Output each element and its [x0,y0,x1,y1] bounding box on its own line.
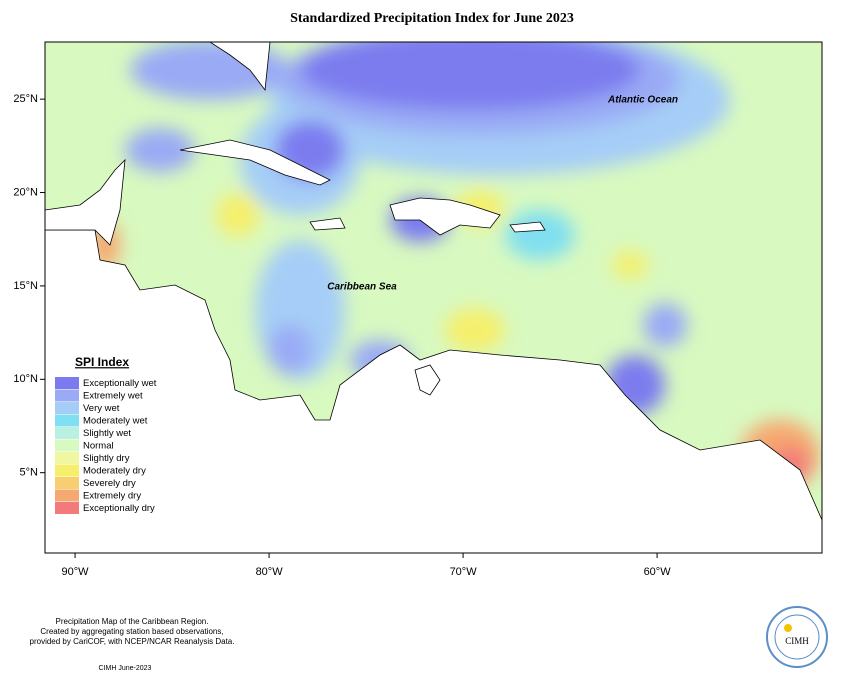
x-tick-label: 70°W [450,566,478,578]
y-tick-label: 15°N [13,280,38,292]
legend-label: Extremely dry [83,491,141,502]
footer-line: provided by CariCOF, with NCEP/NCAR Rean… [30,637,235,646]
axes: 90°W 80°W 70°W 60°W 25°N 20°N 15°N 10°N 5°N [13,93,671,578]
footer-line: Created by aggregating station based obs… [40,627,223,636]
legend-label: Normal [83,441,114,452]
legend-label: Moderately dry [83,466,146,477]
y-tick-label: 20°N [13,186,38,198]
legend-swatch [55,389,79,402]
x-tick-label: 80°W [256,566,284,578]
land [45,42,822,553]
legend-label: Moderately wet [83,416,148,427]
legend-swatch [55,427,79,439]
legend-swatch [55,477,79,489]
legend-label: Slightly wet [83,428,131,439]
legend-label: Exceptionally wet [83,378,157,389]
y-tick-label: 25°N [13,93,38,105]
ocean-label: Atlantic Ocean [607,95,678,106]
legend-swatch [55,402,79,414]
legend: SPI Index Exceptionally wet Extremely wet… [55,355,157,514]
legend-swatch [55,452,79,464]
title: Standardized Precipitation Index for Jun… [290,11,574,26]
legend-swatch [55,377,79,389]
legend-swatch [55,464,79,477]
legend-title: SPI Index [75,355,129,369]
legend-label: Slightly dry [83,453,130,464]
x-tick-label: 60°W [644,566,672,578]
legend-swatch [55,489,79,502]
legend-label: Extremely wet [83,391,143,402]
legend-swatch [55,502,79,514]
map-frame [44,41,823,554]
legend-swatch [55,439,79,452]
y-tick-label: 5°N [20,467,39,479]
map: Atlantic Ocean Caribbean Sea SPI Index E… [45,42,822,553]
footer: Precipitation Map of the Caribbean Regio… [30,617,235,646]
logo-text: CIMH [785,636,809,646]
logo: CIMH [766,606,828,668]
y-tick-label: 10°N [13,373,38,385]
credit: CIMH June-2023 [99,665,152,672]
legend-label: Exceptionally dry [83,503,155,514]
legend-label: Severely dry [83,478,136,489]
footer-line: Precipitation Map of the Caribbean Regio… [56,617,209,626]
legend-label: Very wet [83,403,120,414]
sea-label: Caribbean Sea [327,282,397,293]
x-tick-label: 90°W [62,566,90,578]
legend-swatch [55,414,79,427]
